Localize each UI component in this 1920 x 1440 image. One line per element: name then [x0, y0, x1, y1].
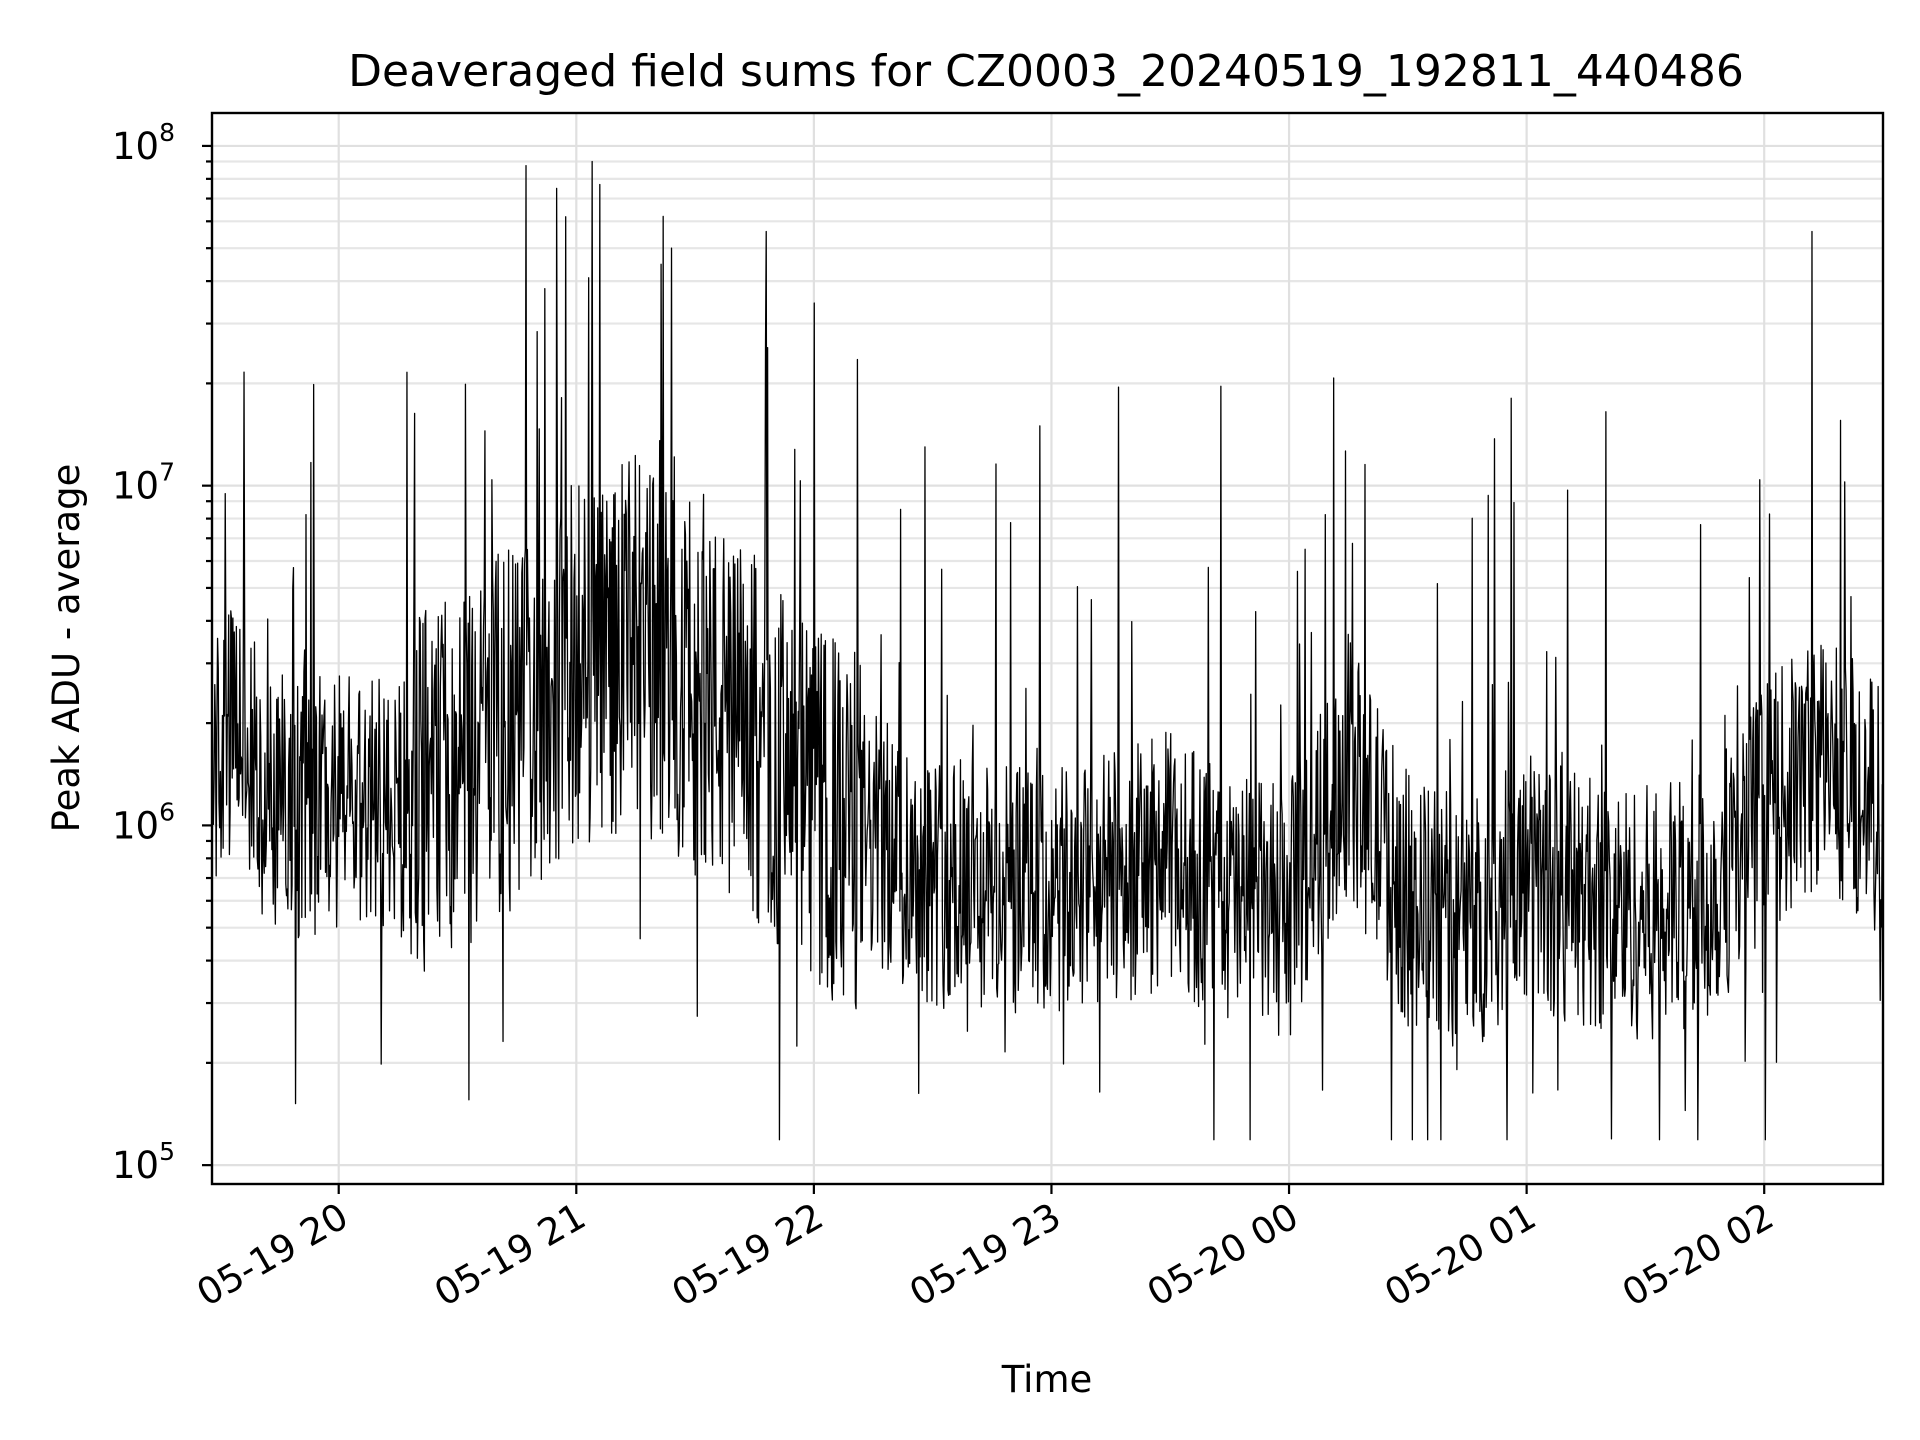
y-tick-label: 107 — [112, 458, 175, 508]
chart-title: Deaveraged field sums for CZ0003_2024051… — [348, 46, 1744, 97]
y-tick-label: 106 — [112, 797, 175, 847]
y-tick-exponent: 7 — [159, 458, 175, 487]
y-tick-label: 108 — [112, 118, 175, 168]
x-tick-label: 05-20 02 — [1615, 1195, 1781, 1315]
plot-frame — [210, 111, 1885, 1186]
grid — [212, 113, 1883, 1184]
y-tick-base: 10 — [112, 804, 159, 847]
series-line — [211, 160, 1884, 1141]
x-tick-label: 05-19 23 — [902, 1195, 1068, 1315]
y-tick-exponent: 8 — [159, 118, 175, 147]
x-tick-label: 05-20 00 — [1140, 1195, 1306, 1315]
y-tick-label: 105 — [112, 1137, 175, 1187]
y-tick-base: 10 — [112, 465, 159, 508]
x-tick-label: 05-19 22 — [665, 1195, 831, 1315]
x-tick-label: 05-19 20 — [190, 1195, 356, 1315]
y-tick-base: 10 — [112, 125, 159, 168]
x-axis: 05-19 20 05-19 21 05-19 22 05-19 23 05-20 00… — [190, 1184, 1781, 1315]
x-tick-label: 05-20 01 — [1378, 1195, 1544, 1315]
y-axis-label: Peak ADU - average — [45, 464, 88, 833]
series-path — [211, 160, 1884, 1141]
y-tick-base: 10 — [112, 1144, 159, 1187]
x-axis-label: Time — [1001, 1358, 1093, 1401]
y-tick-exponent: 6 — [159, 797, 175, 826]
y-tick-exponent: 5 — [159, 1137, 175, 1166]
x-tick-label: 05-19 21 — [427, 1195, 593, 1315]
